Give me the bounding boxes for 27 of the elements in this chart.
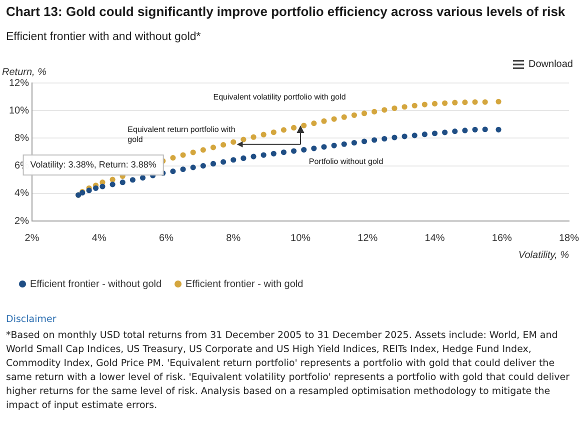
y-tick-label: 10% (9, 105, 30, 116)
legend-label: Efficient frontier - with gold (186, 278, 304, 290)
x-tick-label: 2% (24, 232, 40, 244)
x-tick-label: 8% (226, 232, 241, 244)
x-tick-label: 14% (424, 232, 445, 244)
y-tick-label: 8% (14, 132, 30, 144)
chart-subtitle: Efficient frontier with and without gold* (5, 30, 202, 43)
legend-label: Efficient frontier - without gold (30, 278, 162, 290)
text: Download (528, 59, 573, 70)
chart-title: Chart 13: Gold could significantly improve portfolio efficiency across various levels of risk (5, 3, 566, 19)
x-tick-label: 12% (358, 232, 378, 244)
annotation: Equivalent return portfolio with gold (128, 124, 236, 144)
annotation: Equivalent volatility portfolio with gold (213, 92, 346, 102)
annotation: Volatility: 3.38%, Return: 3.88% (30, 160, 156, 170)
y-tick-label: 4% (14, 188, 30, 200)
x-tick-label: 18% (558, 232, 580, 244)
x-tick-label: 4% (92, 232, 106, 244)
annotation: Portfolio without gold (308, 156, 384, 166)
y-axis-title: Return, % (2, 66, 47, 78)
x-tick-label: 6% (159, 232, 174, 244)
y-tick-label: 12% (9, 78, 30, 89)
x-tick-label: 10% (290, 232, 311, 244)
x-axis-title: Volatility, % (518, 250, 570, 261)
y-tick-label: 2% (14, 216, 30, 227)
x-tick-label: 16% (492, 232, 512, 244)
text: Disclaimer (6, 313, 58, 327)
text: *Based on monthly USD total returns from 31 December 2005 to 31 December 2025. Assets include: World, EM and World Small Cap Indices, US Treasury, US Corporate and US High Yield Indices, REITs Index, Hedge Fund Index, Commodity Index, Gold Price PM. 'Equivalent return portfolio' represents a portfolio with gold that could deliver the same return with a lower level of risk. 'Equivalent volatility portfolio' represents a portfolio with gold that could deliver higher returns for the same level of risk. Analysis based on a resampled optimisation methodology to mitigate the impact of input estimate errors. (6, 329, 571, 413)
